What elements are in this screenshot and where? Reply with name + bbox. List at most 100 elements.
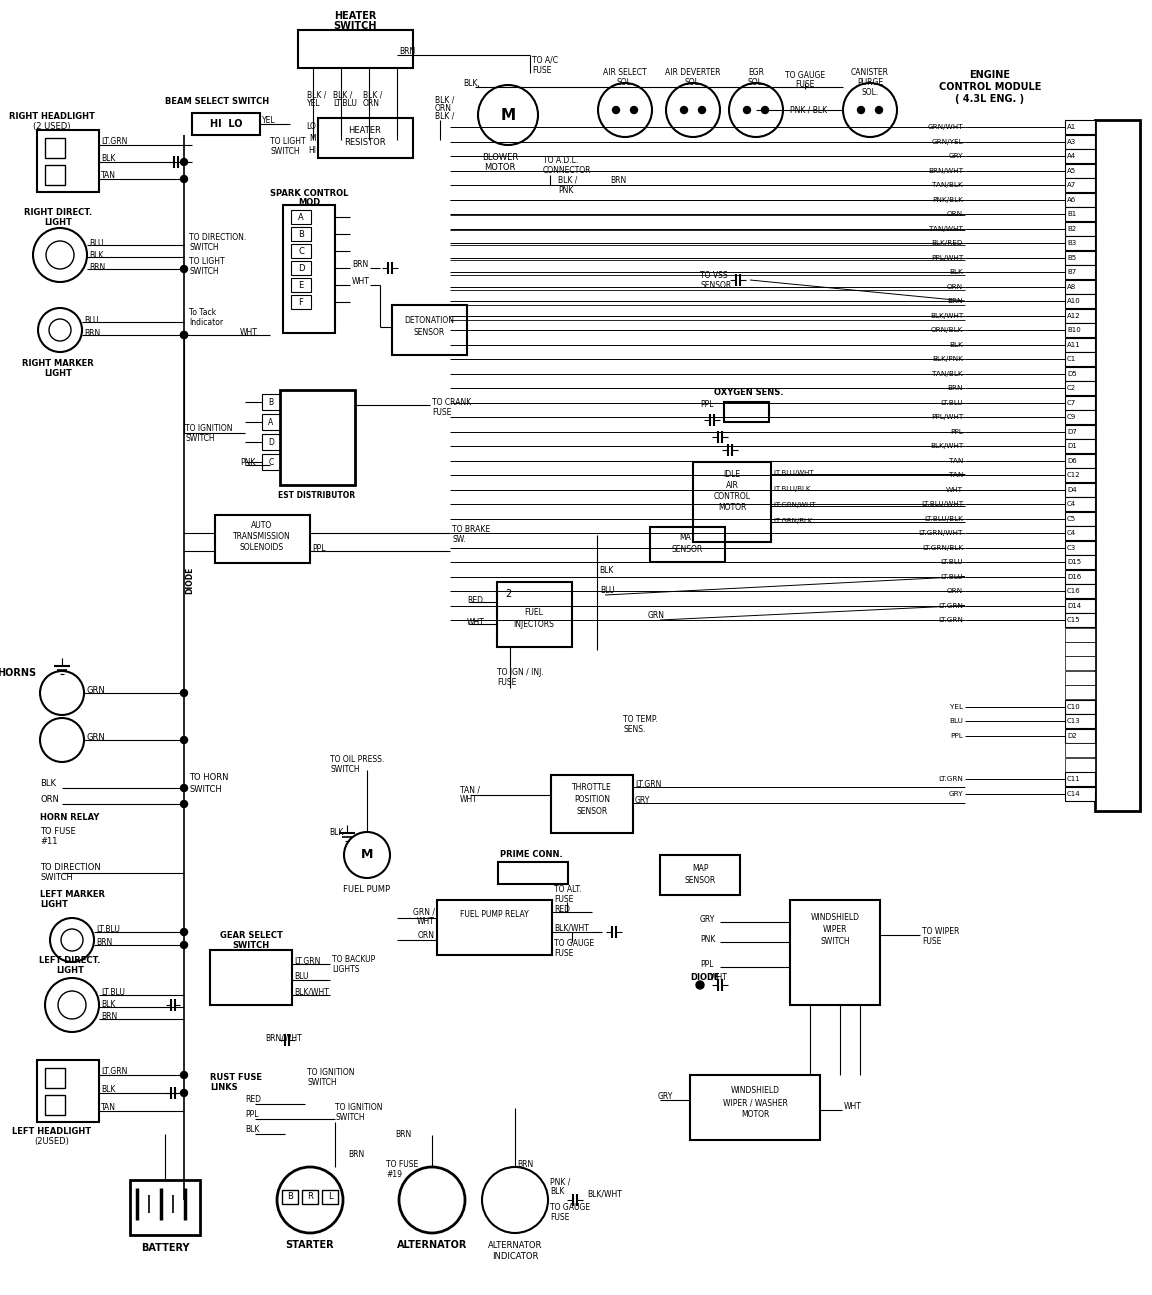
Text: BLK /: BLK / — [308, 91, 326, 100]
Circle shape — [181, 265, 188, 272]
Text: SWITCH: SWITCH — [333, 21, 377, 31]
Bar — [551, 774, 632, 833]
Text: BLK/WHT: BLK/WHT — [588, 1190, 622, 1198]
Text: BRN/WHT: BRN/WHT — [929, 167, 963, 174]
Text: BRN: BRN — [517, 1160, 533, 1169]
Text: C13: C13 — [1067, 719, 1081, 724]
Bar — [291, 227, 311, 241]
Text: SENSOR: SENSOR — [700, 281, 732, 290]
Text: LIGHT: LIGHT — [44, 218, 71, 227]
Text: BLK: BLK — [599, 566, 613, 575]
Text: GRY: GRY — [700, 916, 715, 925]
Circle shape — [181, 1089, 188, 1097]
Text: LT.GRN: LT.GRN — [938, 602, 963, 609]
Text: IDLE: IDLE — [723, 470, 741, 479]
Bar — [1064, 236, 1096, 250]
Bar — [1064, 149, 1096, 163]
Text: BLK/WHT: BLK/WHT — [294, 988, 328, 996]
Text: D5: D5 — [1067, 370, 1077, 377]
Text: BLK: BLK — [463, 79, 477, 88]
Circle shape — [876, 106, 882, 114]
Text: LINKS: LINKS — [210, 1084, 237, 1093]
Text: B2: B2 — [1067, 225, 1076, 232]
Text: D4: D4 — [1067, 487, 1077, 492]
Text: RIGHT DIRECT.: RIGHT DIRECT. — [24, 207, 92, 216]
Text: SOL.: SOL. — [684, 78, 702, 87]
Text: BLK /: BLK / — [333, 91, 353, 100]
Text: D6: D6 — [1067, 457, 1077, 464]
Bar — [1096, 120, 1140, 812]
Text: LEFT MARKER: LEFT MARKER — [40, 891, 105, 900]
Text: TAN: TAN — [948, 457, 963, 464]
Text: (2 USED): (2 USED) — [33, 122, 70, 131]
Text: PNK: PNK — [558, 185, 574, 194]
Text: D: D — [268, 438, 274, 447]
Text: GRN/YEL: GRN/YEL — [931, 139, 963, 145]
Text: TO IGNITION: TO IGNITION — [335, 1103, 382, 1112]
Bar — [262, 394, 280, 411]
Text: LT.BLU: LT.BLU — [101, 988, 124, 997]
Text: AUTO: AUTO — [251, 521, 273, 530]
Bar — [1064, 467, 1096, 482]
Text: SENSOR: SENSOR — [414, 328, 445, 337]
Text: PNK: PNK — [240, 457, 256, 466]
Text: 2: 2 — [505, 589, 511, 600]
Text: ( 4.3L ENG. ): ( 4.3L ENG. ) — [955, 95, 1024, 104]
Text: GRY: GRY — [658, 1093, 674, 1102]
Text: B: B — [298, 229, 304, 238]
Text: BRN: BRN — [353, 259, 369, 268]
Bar — [1064, 540, 1096, 554]
Text: M: M — [361, 848, 373, 861]
Text: SOL.: SOL. — [862, 88, 879, 97]
Text: FUEL PUMP RELAY: FUEL PUMP RELAY — [460, 910, 529, 919]
Text: RESISTOR: RESISTOR — [344, 137, 386, 146]
Text: WHT: WHT — [353, 277, 370, 285]
Text: DIODE: DIODE — [185, 566, 195, 593]
Text: FUEL PUMP: FUEL PUMP — [343, 886, 391, 895]
Bar — [318, 118, 414, 158]
Bar — [1064, 701, 1096, 714]
Text: LT.BLU/WHT: LT.BLU/WHT — [773, 470, 813, 477]
Bar — [1064, 294, 1096, 308]
Text: FUSE: FUSE — [497, 679, 516, 688]
Bar — [262, 455, 280, 470]
Text: ORN: ORN — [418, 931, 435, 940]
Bar — [291, 278, 311, 291]
Text: ALTERNATOR: ALTERNATOR — [396, 1241, 468, 1250]
Text: SWITCH: SWITCH — [270, 146, 300, 155]
Text: C12: C12 — [1067, 471, 1081, 478]
Bar — [1064, 787, 1096, 802]
Text: LT.BLU/BLK: LT.BLU/BLK — [773, 486, 810, 492]
Text: WIPER / WASHER: WIPER / WASHER — [722, 1098, 788, 1107]
Text: TO A/C: TO A/C — [532, 56, 558, 65]
Text: FUSE: FUSE — [922, 938, 941, 947]
Text: TO VSS: TO VSS — [700, 271, 728, 280]
Text: TO CRANK: TO CRANK — [432, 398, 471, 407]
Bar — [1064, 439, 1096, 453]
Text: BLU: BLU — [949, 719, 963, 724]
Text: ORN: ORN — [947, 588, 963, 594]
Text: A10: A10 — [1067, 298, 1081, 304]
Text: BATTERY: BATTERY — [141, 1243, 189, 1254]
Text: MOTOR: MOTOR — [484, 162, 516, 171]
Text: HI  LO: HI LO — [210, 119, 242, 130]
Text: GRY: GRY — [948, 153, 963, 159]
Text: E: E — [298, 281, 304, 290]
Circle shape — [181, 785, 188, 791]
Circle shape — [696, 982, 704, 989]
Text: SWITCH: SWITCH — [820, 938, 850, 947]
Bar — [1064, 773, 1096, 786]
Text: LT.GRN/WHT: LT.GRN/WHT — [918, 530, 963, 536]
Text: C9: C9 — [1067, 414, 1076, 420]
Text: PPL/WHT: PPL/WHT — [931, 414, 963, 420]
Bar — [497, 581, 573, 648]
Text: HORNS: HORNS — [0, 668, 36, 679]
Text: LT.GRN: LT.GRN — [101, 136, 128, 145]
Circle shape — [181, 689, 188, 697]
Text: GRY: GRY — [948, 791, 963, 796]
Text: BRN: BRN — [395, 1131, 411, 1140]
Text: RUST FUSE: RUST FUSE — [210, 1074, 262, 1083]
Text: BLK /: BLK / — [435, 96, 454, 105]
Text: C16: C16 — [1067, 588, 1081, 594]
Text: D: D — [297, 263, 304, 272]
